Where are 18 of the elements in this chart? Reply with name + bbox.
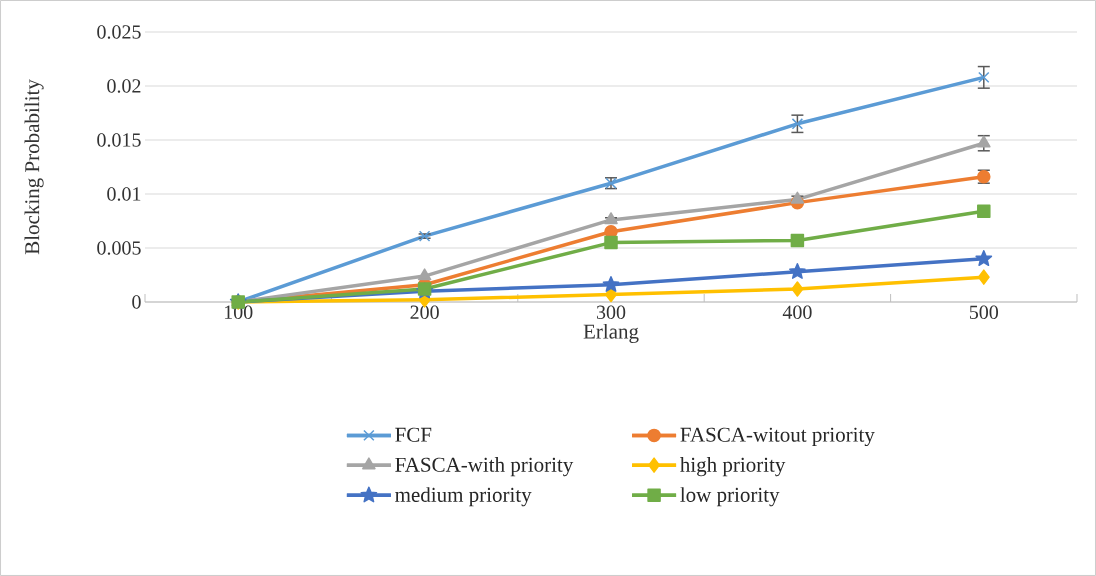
y-tick-label: 0 xyxy=(132,295,141,309)
legend-label: low priority xyxy=(680,487,780,507)
x-tick-label: 500 xyxy=(969,305,999,320)
x-tick-label: 300 xyxy=(596,305,626,320)
legend-label: FCF xyxy=(395,427,432,442)
y-tick-label: 0.005 xyxy=(97,241,141,255)
y-tick-label: 0.01 xyxy=(107,187,141,201)
x-axis-title: Erlang xyxy=(583,323,639,343)
legend-label: high priority xyxy=(680,457,786,477)
y-tick-label: 0.015 xyxy=(97,133,141,147)
y-tick-label: 0.025 xyxy=(97,25,141,39)
x-tick-label: 200 xyxy=(410,305,439,320)
legend-label: FASCA-witout priority xyxy=(680,427,875,447)
y-axis-title: Blocking Probability xyxy=(24,79,44,255)
x-tick-label: 400 xyxy=(782,305,812,320)
legend-label: FASCA-with priority xyxy=(395,457,574,477)
y-tick-label: 0.02 xyxy=(107,79,141,93)
legend-label: medium priority xyxy=(395,487,532,507)
